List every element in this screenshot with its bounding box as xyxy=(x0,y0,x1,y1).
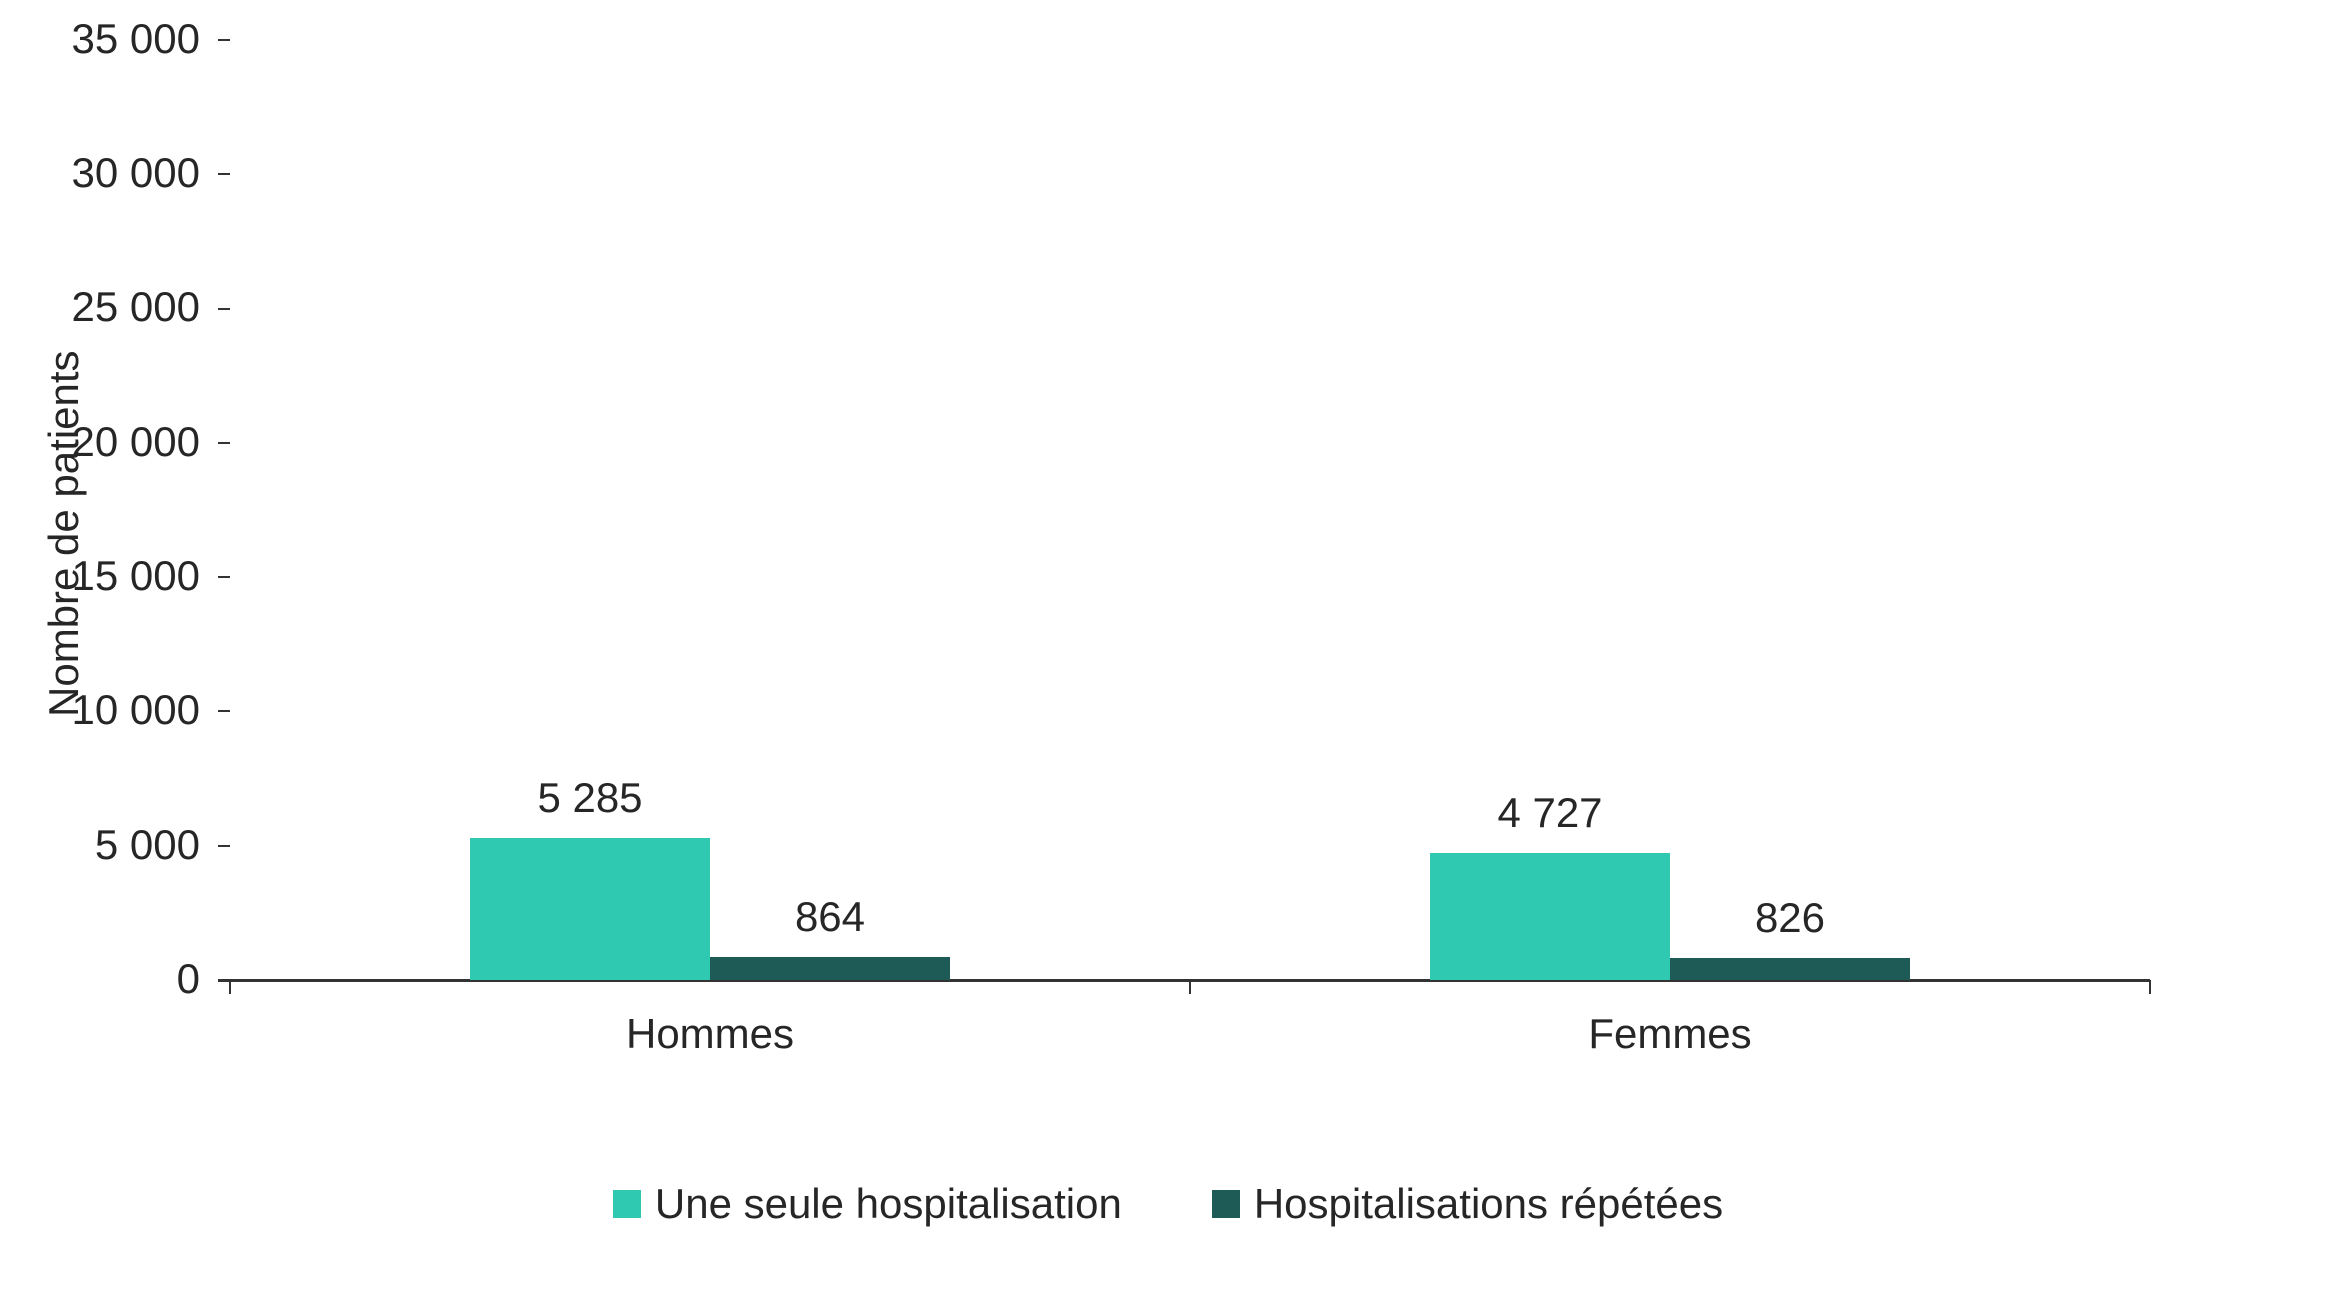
y-tick-mark xyxy=(218,710,230,712)
bar xyxy=(710,957,950,980)
y-tick-mark xyxy=(218,845,230,847)
legend-item: Une seule hospitalisation xyxy=(613,1180,1122,1228)
legend-label: Hospitalisations répétées xyxy=(1254,1180,1723,1228)
bar xyxy=(470,838,710,980)
y-tick-label: 10 000 xyxy=(0,686,200,734)
bar xyxy=(1670,958,1910,980)
legend-swatch xyxy=(1212,1190,1240,1218)
legend-label: Une seule hospitalisation xyxy=(655,1180,1122,1228)
bar-value-label: 5 285 xyxy=(470,774,710,822)
bar xyxy=(1430,853,1670,980)
y-tick-label: 0 xyxy=(0,955,200,1003)
x-category-label: Femmes xyxy=(1470,1010,1870,1058)
y-tick-mark xyxy=(218,173,230,175)
bar-value-label: 826 xyxy=(1670,894,1910,942)
x-tick-mark xyxy=(229,980,231,994)
x-tick-mark xyxy=(2149,980,2151,994)
y-tick-mark xyxy=(218,442,230,444)
y-tick-label: 35 000 xyxy=(0,15,200,63)
legend-item: Hospitalisations répétées xyxy=(1212,1180,1723,1228)
y-tick-mark xyxy=(218,39,230,41)
y-tick-mark xyxy=(218,576,230,578)
hospitalisations-bar-chart: Nombre de patients Une seule hospitalisa… xyxy=(0,0,2336,1299)
y-tick-label: 30 000 xyxy=(0,149,200,197)
x-tick-mark xyxy=(1189,980,1191,994)
y-tick-label: 20 000 xyxy=(0,418,200,466)
legend-swatch xyxy=(613,1190,641,1218)
y-tick-label: 5 000 xyxy=(0,821,200,869)
bar-value-label: 4 727 xyxy=(1430,789,1670,837)
x-category-label: Hommes xyxy=(510,1010,910,1058)
y-axis-title: Nombre de patients xyxy=(40,350,88,717)
y-tick-mark xyxy=(218,308,230,310)
bar-value-label: 864 xyxy=(710,893,950,941)
y-tick-label: 25 000 xyxy=(0,283,200,331)
legend: Une seule hospitalisation Hospitalisation… xyxy=(0,1180,2336,1228)
y-tick-label: 15 000 xyxy=(0,552,200,600)
